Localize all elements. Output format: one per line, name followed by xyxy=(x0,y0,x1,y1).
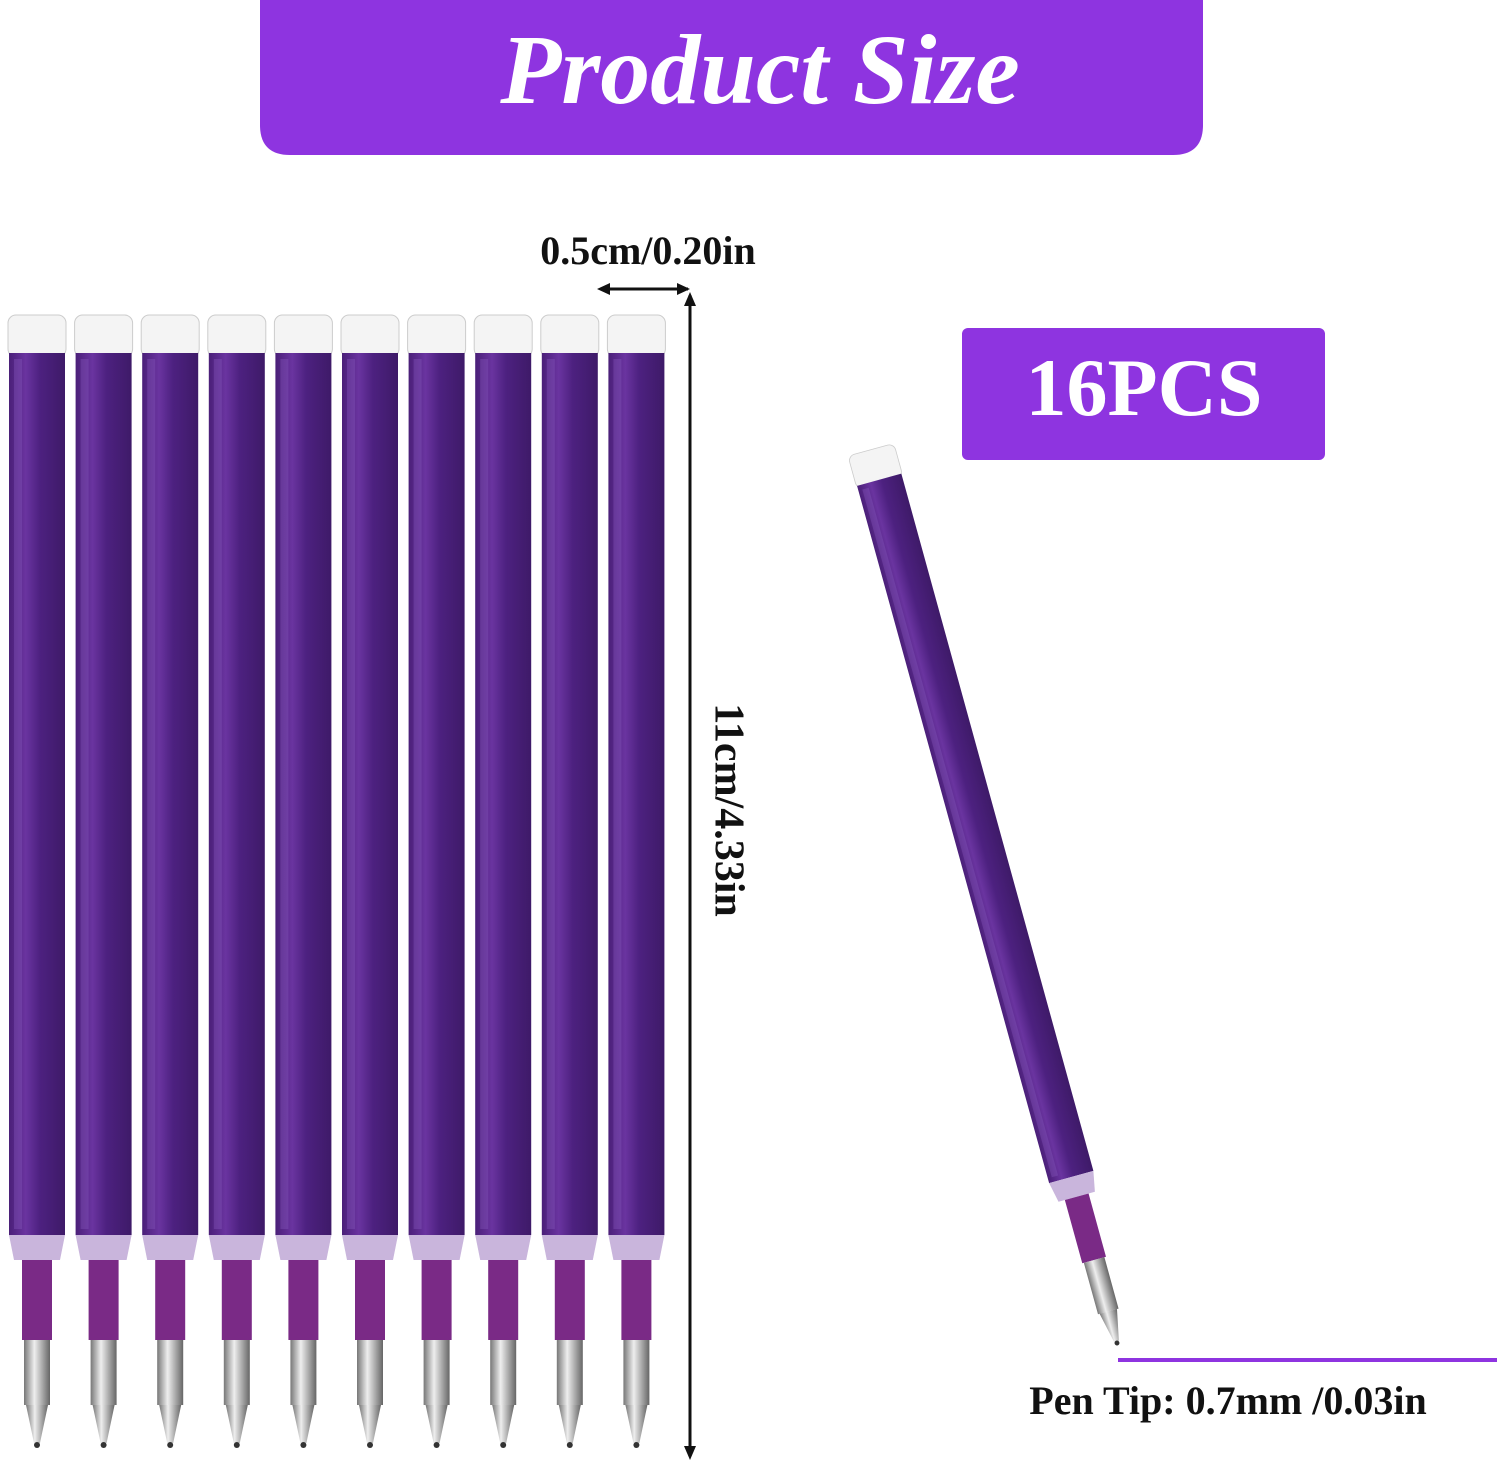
pen xyxy=(540,314,600,1449)
pen xyxy=(207,314,267,1449)
pen xyxy=(140,314,200,1449)
count-text: 16PCS xyxy=(1026,342,1263,433)
width-arrow xyxy=(597,283,690,295)
title-banner xyxy=(260,0,1203,155)
pen xyxy=(7,314,67,1449)
pen xyxy=(407,314,467,1449)
title: Product Size xyxy=(499,14,1019,125)
length-label: 11cm/4.33in xyxy=(705,703,751,917)
pen xyxy=(74,314,134,1449)
pen-tip-label: Pen Tip: 0.7mm /0.03in xyxy=(1029,1378,1426,1423)
width-label: 0.5cm/0.20in xyxy=(540,228,756,273)
pen-row xyxy=(7,314,666,1449)
pen xyxy=(340,314,400,1449)
length-arrow xyxy=(684,292,696,1460)
pen xyxy=(273,314,333,1449)
pen xyxy=(606,314,666,1449)
count-badge xyxy=(962,328,1325,460)
single-pen xyxy=(847,442,1141,1353)
pen xyxy=(473,314,533,1449)
